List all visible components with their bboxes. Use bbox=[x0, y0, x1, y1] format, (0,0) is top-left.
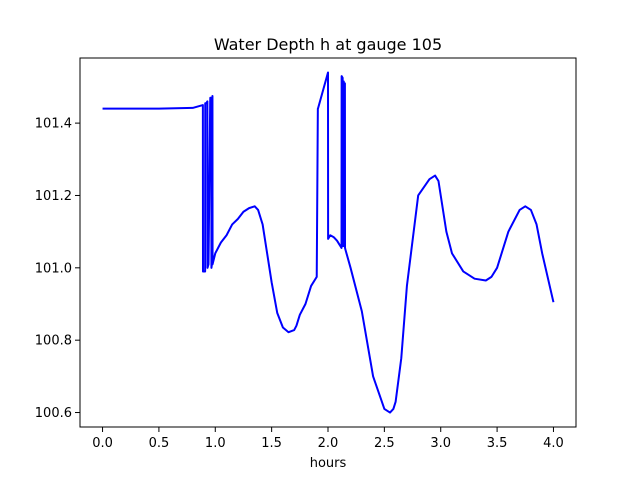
x-tick-label: 1.0 bbox=[205, 436, 226, 451]
x-axis: 0.0 0.5 1.0 1.5 2.0 2.5 3.0 3.5 4.0 bbox=[92, 427, 564, 451]
x-tick-label: 2.0 bbox=[318, 436, 339, 451]
x-tick-label: 0.5 bbox=[149, 436, 170, 451]
chart-title: Water Depth h at gauge 105 bbox=[214, 35, 442, 54]
y-axis: 100.6 100.8 101.0 101.2 101.4 bbox=[35, 117, 80, 421]
x-tick-label: 3.5 bbox=[487, 436, 508, 451]
x-tick-label: 3.0 bbox=[430, 436, 451, 451]
y-tick-label: 100.8 bbox=[35, 334, 72, 349]
y-tick-label: 101.2 bbox=[35, 189, 72, 204]
x-axis-label: hours bbox=[310, 456, 347, 471]
y-tick-label: 100.6 bbox=[35, 406, 72, 421]
x-tick-label: 1.5 bbox=[261, 436, 282, 451]
x-tick-label: 0.0 bbox=[92, 436, 113, 451]
plot-frame bbox=[79, 57, 577, 428]
x-tick-label: 4.0 bbox=[543, 436, 564, 451]
y-tick-label: 101.0 bbox=[35, 261, 72, 276]
series-line bbox=[102, 71, 555, 414]
y-tick-label: 101.4 bbox=[35, 117, 72, 132]
x-tick-label: 2.5 bbox=[374, 436, 395, 451]
